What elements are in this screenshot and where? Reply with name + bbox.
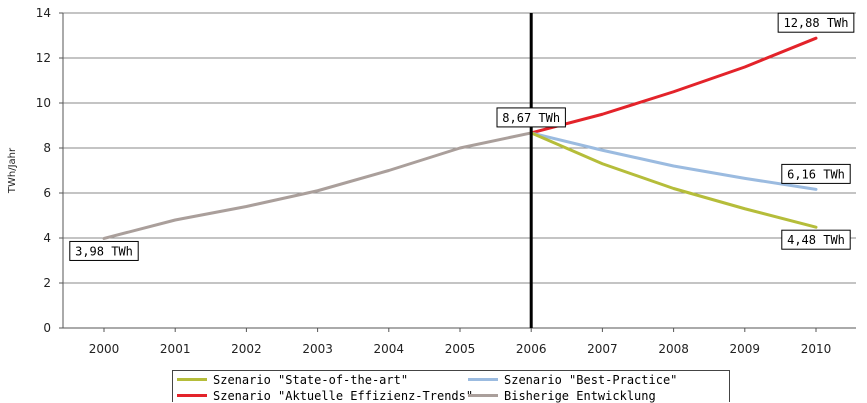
legend-item: Bisherige Entwicklung (468, 388, 656, 403)
legend-item: Szenario "Aktuelle Effizienz-Trends" (177, 388, 473, 403)
y-tick-label: 10 (36, 96, 51, 110)
series-lines (102, 36, 818, 240)
x-tick-label: 2009 (730, 342, 761, 356)
annotation-label: 4,48 TWh (787, 233, 845, 247)
series-line (529, 131, 818, 191)
annotation-label: 6,16 TWh (787, 167, 845, 181)
annotation-label: 8,67 TWh (502, 111, 560, 125)
y-tick-label: 2 (43, 276, 51, 290)
legend-swatch (177, 378, 207, 381)
y-tick-label: 6 (43, 186, 51, 200)
x-tick-label: 2004 (374, 342, 405, 356)
x-tick-labels: 2000 2001 2002 2003 2004 2005 2006 2007 2008 2009… (89, 342, 832, 356)
annotation-label: 12,88 TWh (783, 16, 848, 30)
legend-swatch (177, 394, 207, 397)
y-tick-label: 12 (36, 51, 51, 65)
annotation-label: 3,98 TWh (75, 244, 133, 258)
legend-swatch (468, 378, 498, 381)
series-line (529, 131, 818, 229)
x-tick-label: 2007 (587, 342, 618, 356)
annotation-box (496, 107, 566, 128)
x-tick-label: 2005 (445, 342, 476, 356)
x-tick-label: 2008 (658, 342, 689, 356)
y-tick-label: 4 (43, 231, 51, 245)
annotation-box (781, 229, 851, 250)
y-tick-label: 0 (43, 321, 51, 335)
series-line (529, 36, 818, 135)
annotation-box (781, 163, 851, 184)
x-tick-label: 2003 (302, 342, 333, 356)
x-tick-label: 2006 (516, 342, 547, 356)
legend-item: Szenario "Best-Practice" (468, 372, 677, 387)
x-tick-label: 2000 (89, 342, 120, 356)
legend: Szenario "State-of-the-art" Szenario "Be… (172, 370, 730, 403)
data-annotations: 3,98 TWh 8,67 TWh 12,88 TWh 6,16 TWh 4,48 TW… (69, 12, 855, 261)
grid-lines (63, 12, 856, 284)
y-tick-labels: 0 2 4 6 8 10 12 14 (36, 6, 51, 335)
x-tick-label: 2010 (801, 342, 832, 356)
annotation-box (777, 12, 855, 33)
x-tick-label: 2001 (160, 342, 191, 356)
legend-label: Bisherige Entwicklung (504, 388, 656, 403)
legend-label: Szenario "State-of-the-art" (213, 372, 409, 387)
legend-label: Szenario "Aktuelle Effizienz-Trends" (213, 388, 474, 403)
legend-label: Szenario "Best-Practice" (504, 372, 678, 387)
axes (59, 12, 856, 332)
x-tick-label: 2002 (231, 342, 262, 356)
y-tick-label: 8 (43, 141, 51, 155)
annotation-box (69, 240, 139, 261)
series-line (102, 131, 533, 240)
legend-swatch (468, 394, 498, 397)
y-axis-label: TWh/Jahr (7, 147, 18, 194)
y-tick-label: 14 (36, 6, 51, 20)
legend-item: Szenario "State-of-the-art" (177, 372, 408, 387)
